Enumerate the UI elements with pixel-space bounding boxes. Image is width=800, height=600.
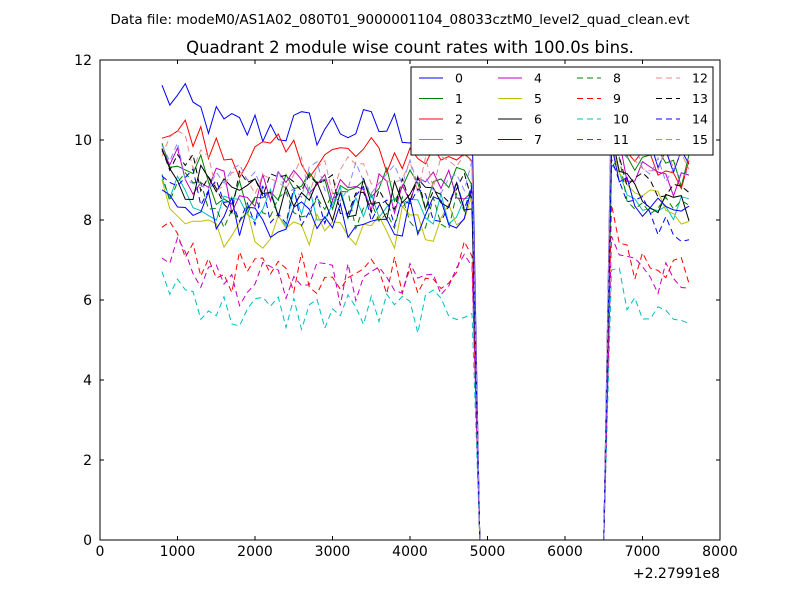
y-tick-label: 4	[83, 373, 92, 389]
legend-label-4: 4	[534, 71, 542, 86]
legend-label-5: 5	[534, 91, 542, 106]
series-line-13	[161, 145, 690, 541]
chart-title: Quadrant 2 module wise count rates with …	[186, 38, 634, 57]
legend-label-12: 12	[692, 71, 708, 86]
x-tick-label: 5000	[470, 544, 506, 560]
legend-label-6: 6	[534, 112, 542, 127]
legend-label-11: 11	[613, 132, 629, 147]
x-tick-label: 7000	[625, 544, 661, 560]
legend-label-3: 3	[455, 132, 463, 147]
x-tick-label: 1000	[160, 544, 196, 560]
y-tick-label: 0	[83, 533, 92, 549]
legend-label-14: 14	[692, 112, 708, 127]
y-tick-label: 12	[74, 53, 92, 69]
x-offset-label: +2.27991e8	[633, 566, 720, 582]
legend-label-8: 8	[613, 71, 621, 86]
chart-suptitle: Data file: modeM0/AS1A02_080T01_90000011…	[110, 12, 689, 28]
series-line-10	[161, 267, 690, 541]
x-tick-label: 8000	[702, 544, 738, 560]
y-tick-label: 2	[83, 453, 92, 469]
legend-box	[410, 66, 714, 156]
y-tick-label: 6	[83, 293, 92, 309]
x-tick-label: 2000	[237, 544, 273, 560]
y-tick-label: 8	[83, 213, 92, 229]
legend-label-7: 7	[534, 132, 542, 147]
x-tick-label: 0	[96, 544, 105, 560]
legend-label-15: 15	[692, 132, 708, 147]
x-tick-label: 6000	[547, 544, 583, 560]
x-tick-label: 3000	[315, 544, 351, 560]
ticks-layer: 0 1000 2000 3000 4000 5000 6000 7000 80000246810…	[74, 53, 738, 560]
x-tick-label: 4000	[392, 544, 428, 560]
legend-label-13: 13	[692, 91, 708, 106]
legend-label-9: 9	[613, 91, 621, 106]
legend-label-10: 10	[613, 112, 629, 127]
series-line-9	[161, 204, 690, 541]
legend-label-1: 1	[455, 91, 463, 106]
y-tick-label: 10	[74, 133, 92, 149]
legend-label-2: 2	[455, 112, 463, 127]
legend-label-0: 0	[455, 71, 463, 86]
